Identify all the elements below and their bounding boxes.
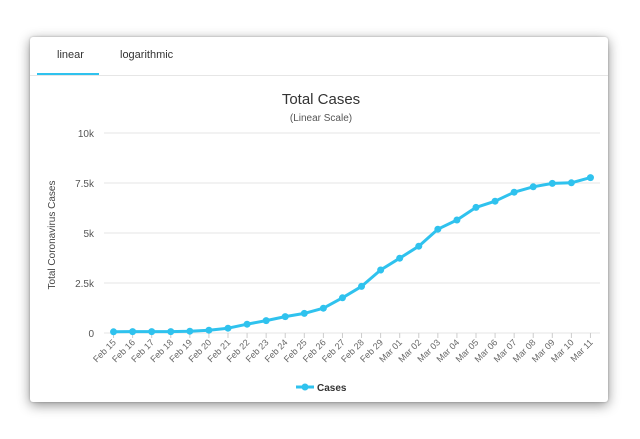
scale-tabs: linear logarithmic xyxy=(30,37,608,76)
y-tick-label: 2.5k xyxy=(75,279,95,290)
data-point[interactable] xyxy=(358,282,366,290)
y-tick-label: 10k xyxy=(78,129,95,140)
data-point[interactable] xyxy=(415,242,423,250)
series-cases xyxy=(110,174,594,336)
legend-label-cases: Cases xyxy=(317,383,347,394)
grid-lines xyxy=(104,132,600,334)
data-point[interactable] xyxy=(548,179,556,187)
data-point[interactable] xyxy=(129,328,137,336)
y-axis-label: Total Coronavirus Cases xyxy=(47,181,58,290)
data-point[interactable] xyxy=(148,328,156,336)
data-point[interactable] xyxy=(472,203,480,211)
data-point[interactable] xyxy=(586,174,594,182)
data-point[interactable] xyxy=(186,327,194,335)
data-point[interactable] xyxy=(491,197,499,205)
data-point[interactable] xyxy=(262,317,270,325)
data-point[interactable] xyxy=(377,266,385,274)
data-point[interactable] xyxy=(319,304,327,312)
y-tick-label: 7.5k xyxy=(75,179,95,190)
tab-linear[interactable]: linear xyxy=(57,49,84,61)
chart-card: linear logarithmic Total Cases (Linear S… xyxy=(30,37,608,402)
active-tab-indicator xyxy=(37,73,99,75)
chart-title: Total Cases xyxy=(282,91,360,108)
data-point[interactable] xyxy=(110,328,118,336)
data-point[interactable] xyxy=(243,320,251,328)
y-axis-ticks: 0 2.5k 5k 7.5k 10k xyxy=(75,129,95,340)
chart-subtitle: (Linear Scale) xyxy=(290,113,352,124)
data-point[interactable] xyxy=(167,328,175,336)
data-point[interactable] xyxy=(224,324,232,332)
y-tick-label: 5k xyxy=(83,229,95,240)
total-cases-chart: Total Cases (Linear Scale) Total Coronav… xyxy=(47,91,600,394)
legend[interactable]: Cases xyxy=(296,383,347,394)
tab-logarithmic[interactable]: logarithmic xyxy=(120,49,174,61)
data-point[interactable] xyxy=(453,216,461,224)
data-point[interactable] xyxy=(434,225,442,233)
data-point[interactable] xyxy=(281,313,289,321)
data-point[interactable] xyxy=(396,254,404,262)
y-tick-label: 0 xyxy=(88,329,94,340)
series-line-cases xyxy=(113,176,591,334)
data-point[interactable] xyxy=(529,183,537,191)
legend-marker xyxy=(301,383,309,391)
data-point[interactable] xyxy=(205,326,213,334)
data-point[interactable] xyxy=(510,188,518,196)
data-point[interactable] xyxy=(300,309,308,317)
data-point[interactable] xyxy=(567,179,575,187)
data-point[interactable] xyxy=(338,294,346,302)
